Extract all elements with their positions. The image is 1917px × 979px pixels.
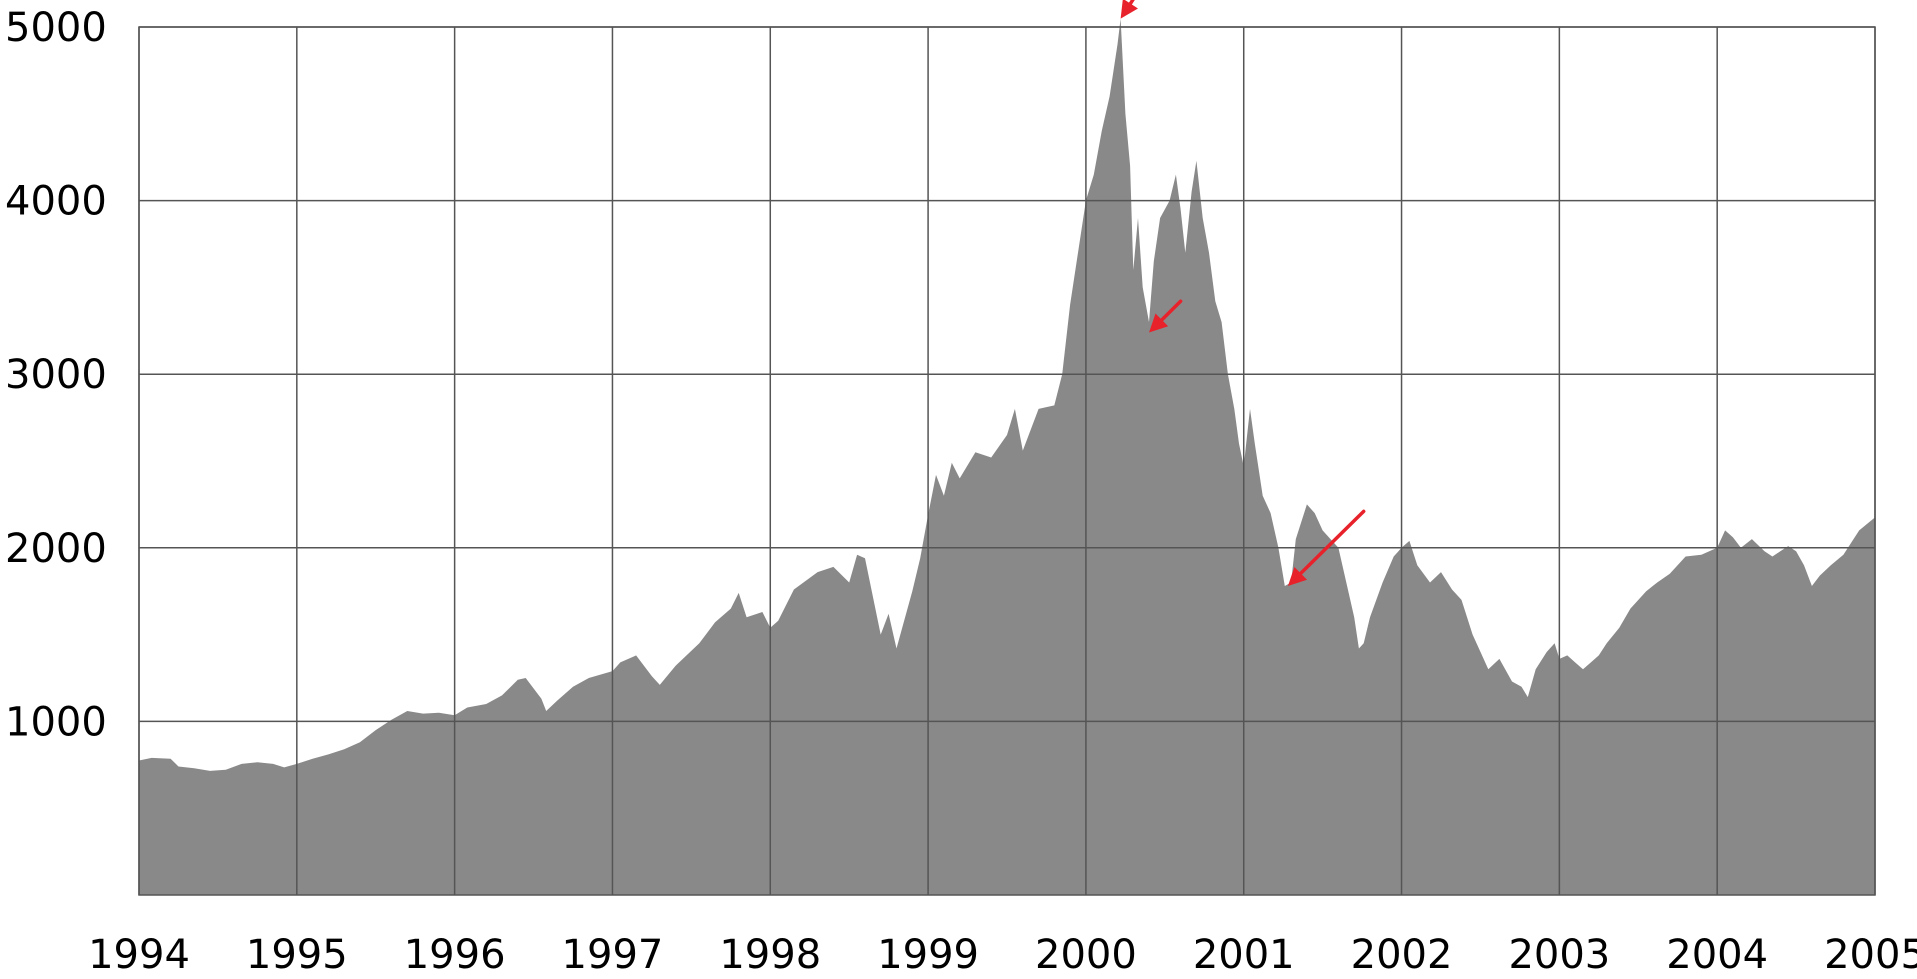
- annotation-layer: [1120, 0, 1366, 586]
- y-tick-label: 5000: [5, 5, 107, 51]
- y-tick-label: 3000: [5, 352, 107, 398]
- x-tick-label: 2005: [1824, 932, 1917, 975]
- arrow-shaft: [1128, 0, 1135, 6]
- x-tick-label: 2002: [1351, 932, 1453, 975]
- x-tick-label: 1994: [88, 932, 190, 975]
- annotation-arrow-1: [1149, 299, 1183, 333]
- annotation-arrow-2: [1287, 509, 1366, 586]
- area-layer: [139, 18, 1875, 895]
- y-axis-tick-labels: 1000 2000 3000 4000 5000: [5, 5, 107, 745]
- arrow-head: [1149, 313, 1169, 333]
- x-tick-label: 1998: [719, 932, 821, 975]
- x-tick-label: 2000: [1035, 932, 1137, 975]
- arrow-head: [1287, 566, 1308, 586]
- plot-frame: [138, 26, 1876, 896]
- x-axis-tick-labels: 1994 1995 1996 1997 1998 1999 2000 2001 2002 2003…: [88, 932, 1917, 978]
- x-tick-label: 2001: [1193, 932, 1295, 975]
- annotation-arrow-0: [1120, 0, 1138, 19]
- x-tick-label: 1996: [404, 932, 506, 975]
- y-tick-label: 4000: [5, 179, 107, 225]
- y-tick-label: 2000: [5, 526, 107, 572]
- grid-layer: [138, 26, 1876, 896]
- arrow-shaft: [1298, 509, 1366, 576]
- y-tick-label: 1000: [5, 699, 107, 745]
- arrow-head: [1120, 0, 1138, 19]
- area-series-0: [139, 18, 1875, 895]
- x-tick-label: 2004: [1666, 932, 1768, 975]
- x-tick-label: 1999: [877, 932, 979, 975]
- x-tick-label: 1995: [246, 932, 348, 975]
- x-tick-label: 1997: [562, 932, 664, 975]
- x-tick-label: 2003: [1508, 932, 1610, 975]
- arrow-shaft: [1160, 299, 1183, 322]
